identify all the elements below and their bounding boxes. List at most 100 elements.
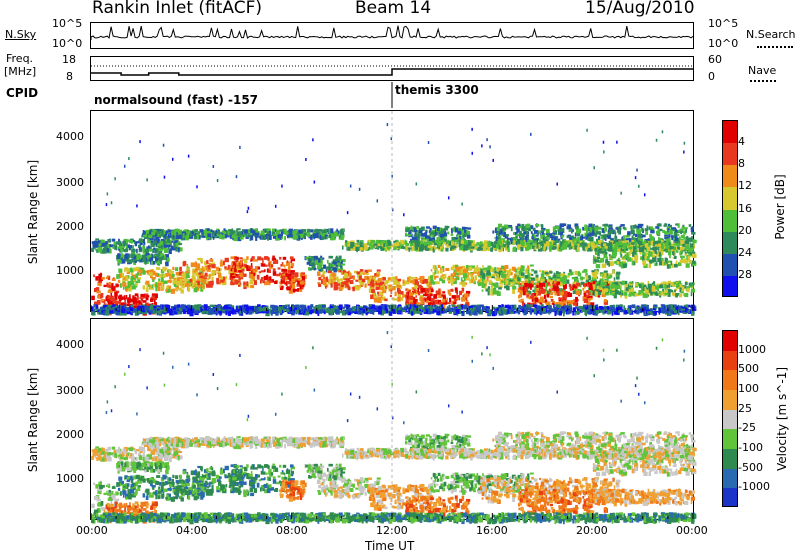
velocity-echo-cell <box>268 477 271 482</box>
velocity-echo-cell <box>382 485 386 489</box>
velocity-echo-cell <box>143 450 146 453</box>
velocity-echo-cell <box>369 484 372 488</box>
power-echo-cell <box>243 258 248 264</box>
velocity-echo-cell <box>106 490 108 495</box>
velocity-echo-cell <box>130 453 133 457</box>
velocity-echo-cell <box>159 482 162 486</box>
power-echo-cell <box>299 284 302 290</box>
power-echo-cell <box>186 286 189 291</box>
power-echo-cell <box>565 300 571 303</box>
velocity-echo-cell <box>496 486 502 490</box>
velocity-echo-cell <box>320 483 324 486</box>
velocity-echo-cell <box>236 488 241 493</box>
power-echo-cell <box>409 295 414 300</box>
power-echo-cell <box>361 278 366 283</box>
power-echo-cell <box>301 285 304 290</box>
power-echo-cell <box>473 281 476 285</box>
velocity-echo-cell <box>127 452 130 457</box>
velocity-echo-cell <box>313 469 317 474</box>
power-echo-cell <box>208 265 211 270</box>
power-echo-cell <box>331 279 336 283</box>
power-echo-cell <box>229 271 235 275</box>
velocity-echo-cell <box>550 506 554 510</box>
power-echo-cell <box>462 273 468 278</box>
velocity-echo-cell <box>467 435 472 438</box>
velocity-echo-cell <box>506 493 509 499</box>
power-echo-cell <box>612 269 615 274</box>
velocity-echo-cell <box>410 433 413 438</box>
velocity-echo-cell <box>281 470 284 474</box>
velocity-echo-cell <box>553 480 556 486</box>
velocity-echo-cell <box>208 482 211 488</box>
power-echo-cell <box>95 238 99 241</box>
power-echo-cell <box>400 291 404 295</box>
velocity-echo-cell <box>198 476 202 480</box>
velocity-echo-cell <box>233 470 235 474</box>
velocity-echo-cell <box>135 491 138 494</box>
power-echo-cell <box>421 275 425 281</box>
power-echo-cell <box>464 293 469 298</box>
velocity-echo-cell <box>468 474 473 479</box>
velocity-echo-cell <box>321 487 323 493</box>
velocity-echo-cell <box>171 481 175 485</box>
colorbar-segment <box>723 209 737 233</box>
velocity-echo-cell <box>370 502 374 508</box>
power-echo-cell <box>502 278 505 281</box>
power-echo-cell <box>272 261 276 265</box>
velocity-echo-cell <box>270 472 274 476</box>
velocity-echo-cell <box>175 456 178 460</box>
power-echo-cell <box>116 274 120 279</box>
power-echo-cell <box>476 264 479 268</box>
velocity-echo-cell <box>565 508 571 511</box>
power-echo-cell <box>229 276 234 280</box>
velocity-echo-cell <box>458 506 461 509</box>
power-echo-cell <box>170 245 173 250</box>
velocity-echo-cell <box>133 448 136 451</box>
velocity-echo-cell <box>391 493 396 499</box>
power-echo-cell <box>416 226 419 229</box>
power-echo-cell <box>185 283 190 287</box>
velocity-echo-cell <box>134 508 138 512</box>
velocity-echo-cell <box>280 481 283 486</box>
velocity-echo-cell <box>211 472 216 477</box>
velocity-echo-cell <box>158 486 161 491</box>
power-echo-cell <box>344 273 349 279</box>
power-echo-cell <box>185 270 189 274</box>
power-echo-cell <box>111 278 116 281</box>
velocity-echo-cell <box>588 503 593 506</box>
velocity-echo-cell <box>222 488 226 492</box>
velocity-echo-cell <box>333 489 338 494</box>
power-echo-cell <box>616 271 621 275</box>
velocity-echo-cell <box>367 477 372 480</box>
power-echo-cell <box>124 267 128 271</box>
nsearch-label: N.Search <box>746 28 796 41</box>
colorbar-tick: 4 <box>738 135 745 149</box>
power-echo-cell <box>268 262 271 267</box>
power-echo-cell <box>130 267 133 273</box>
power-echo-cell <box>133 279 136 282</box>
power-echo-cell <box>130 245 133 249</box>
power-echo-cell <box>229 266 233 271</box>
velocity-echo-cell <box>349 484 352 487</box>
velocity-echo-cell <box>425 439 428 444</box>
velocity-echo-cell <box>447 510 451 513</box>
power-echo-cell <box>525 274 529 279</box>
power-echo-cell <box>181 280 186 284</box>
power-echo-cell <box>228 277 231 281</box>
velocity-echo-cell <box>99 491 102 495</box>
power-echo-cell <box>224 267 229 271</box>
power-echo-cell <box>262 280 265 284</box>
nsky-tick-bottom: 10^0 <box>52 37 83 50</box>
velocity-echo-cell <box>444 440 447 445</box>
velocity-echo-cell <box>510 489 515 492</box>
power-echo-cell <box>298 281 302 284</box>
velocity-echo-cell <box>160 489 165 493</box>
velocity-echo-cell <box>337 476 342 479</box>
power-echo-cell <box>327 270 333 274</box>
velocity-echo-cell <box>479 485 482 491</box>
power-echo-cell <box>159 245 163 251</box>
power-echo-cell <box>613 277 616 281</box>
power-echo-cell <box>272 257 277 261</box>
power-echo-cell <box>318 283 322 287</box>
power-echo-cell <box>395 276 398 280</box>
